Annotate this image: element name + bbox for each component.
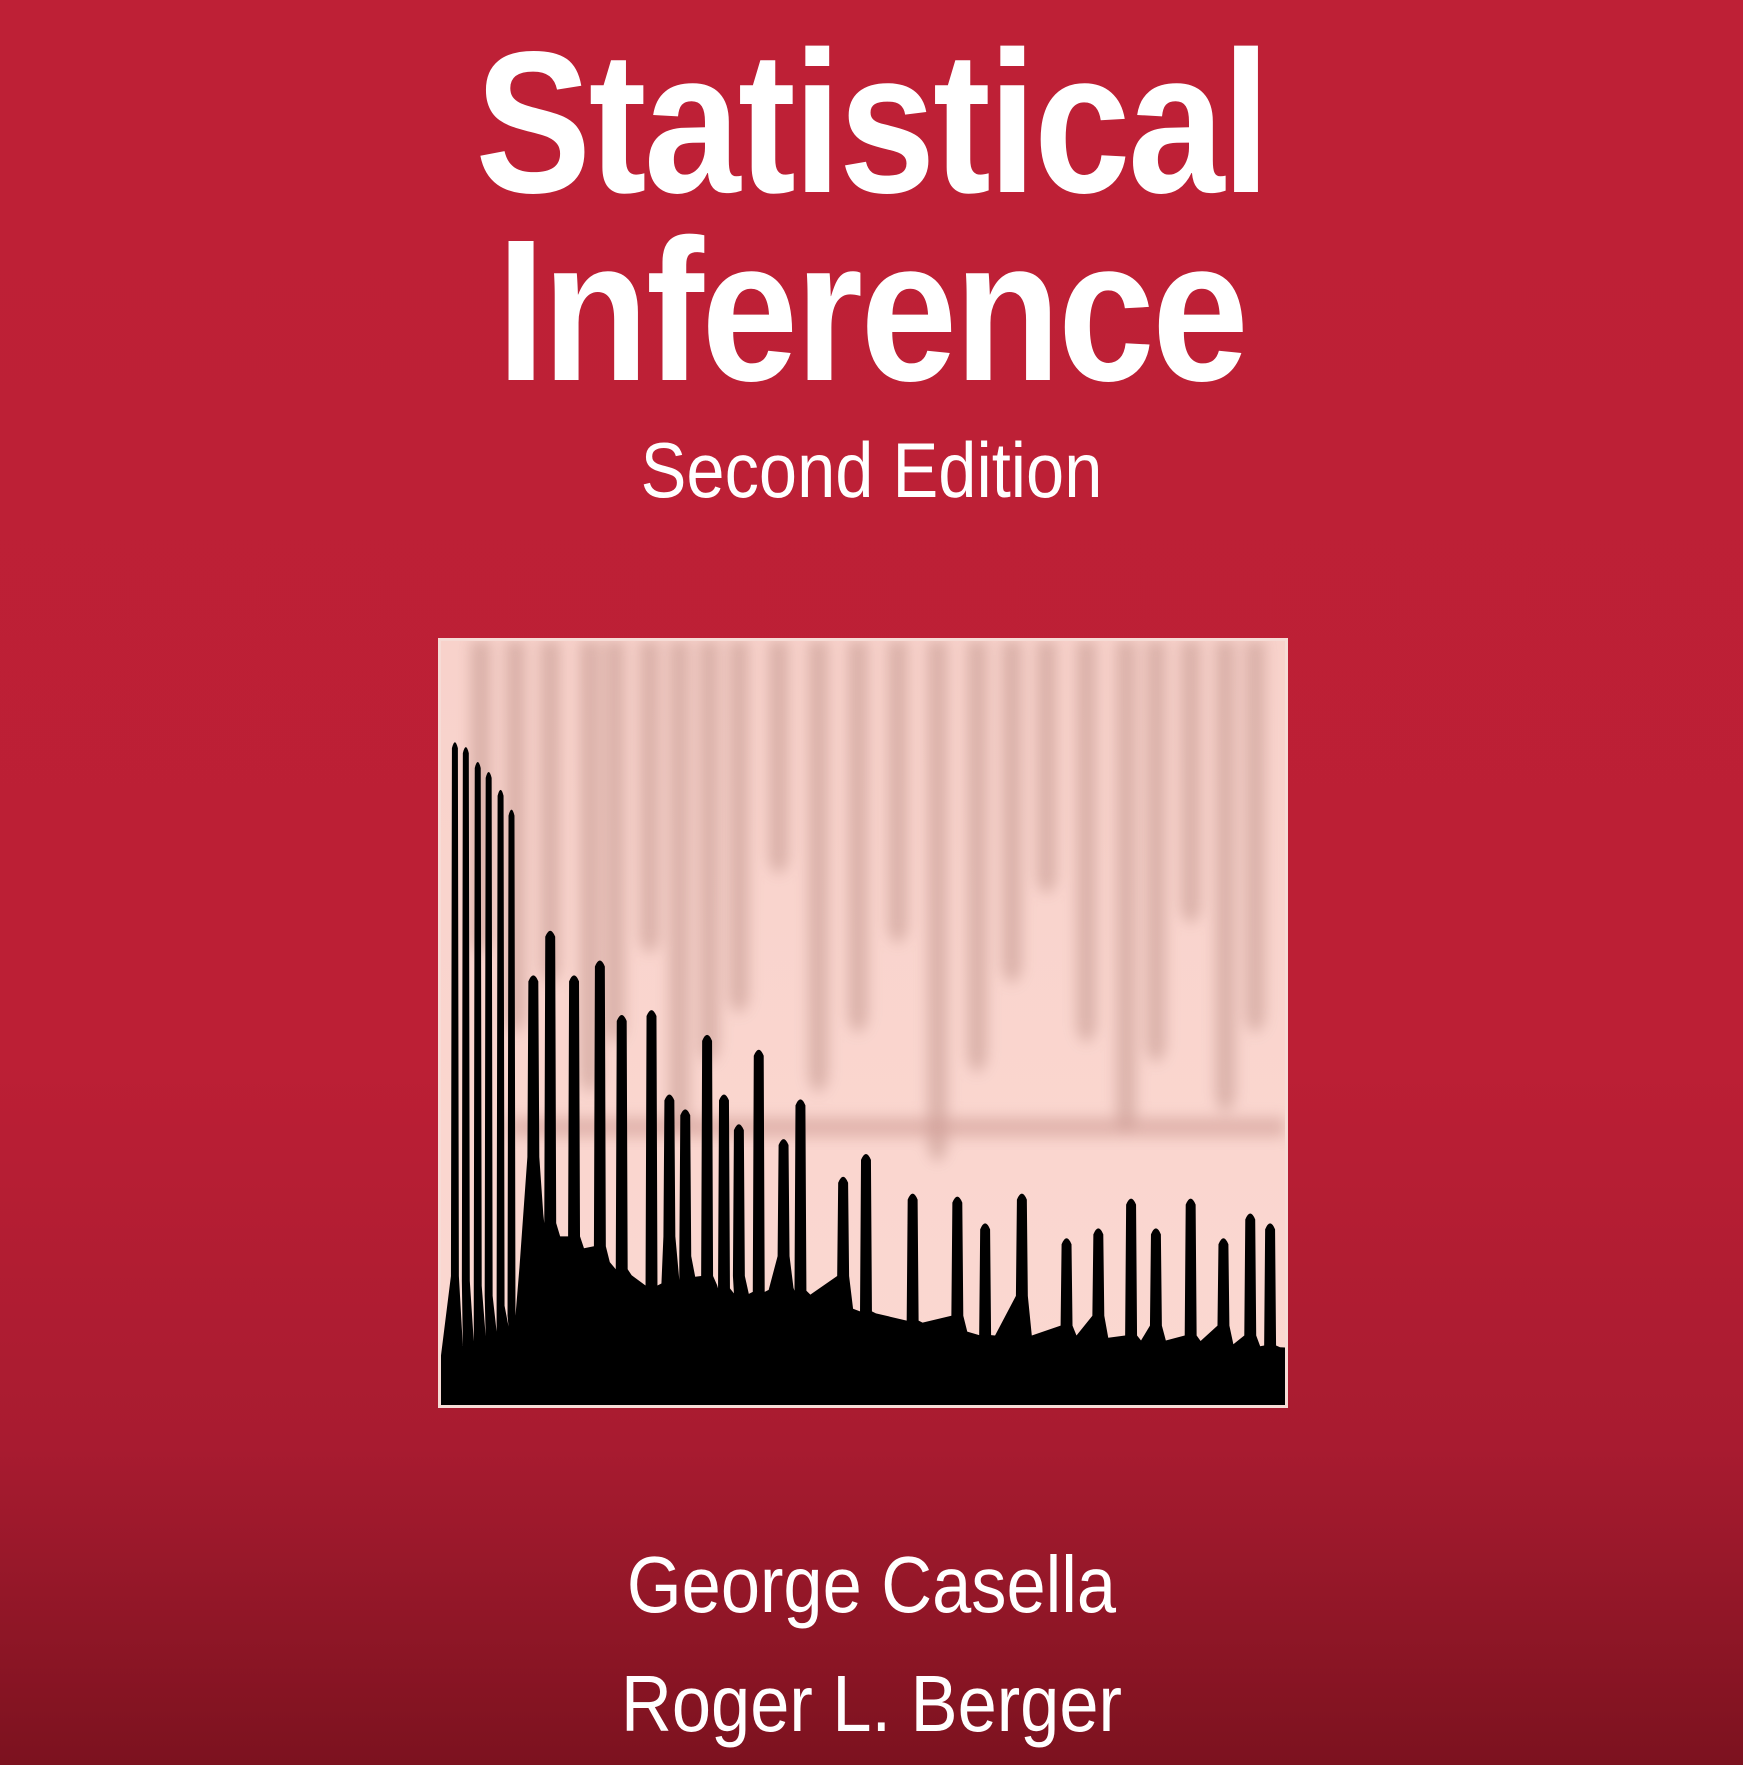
reflection-spike bbox=[1180, 641, 1201, 924]
title-line-1: Statistical bbox=[475, 9, 1270, 235]
reflection-spike bbox=[669, 641, 690, 1133]
blurred-reflection bbox=[470, 641, 1285, 1162]
reflection-spike bbox=[848, 641, 868, 1033]
reflection-spike bbox=[604, 641, 625, 1043]
reflection-spike bbox=[1116, 641, 1137, 1133]
reflection-spike bbox=[1002, 641, 1022, 984]
reflection-spike bbox=[1145, 641, 1166, 1063]
reflection-spike bbox=[808, 641, 829, 1093]
edition-label: Second Edition bbox=[640, 426, 1103, 514]
reflection-spike bbox=[768, 641, 789, 875]
reflection-spike bbox=[967, 641, 988, 1073]
reflection-spike bbox=[1036, 641, 1057, 895]
author-name-1: George Casella bbox=[626, 1540, 1117, 1629]
spike-silhouette-graphic bbox=[441, 641, 1285, 1405]
black-spike-silhouette bbox=[441, 742, 1285, 1405]
author-name-2: Roger L. Berger bbox=[621, 1659, 1122, 1748]
reflection-spike bbox=[1245, 641, 1266, 1033]
reflection-spike bbox=[699, 641, 720, 1063]
reflection-spike bbox=[927, 641, 948, 1162]
reflection-spike bbox=[728, 641, 749, 1014]
reflection-spike bbox=[639, 641, 660, 954]
reflection-spike bbox=[1076, 641, 1097, 1043]
title-line-2: Inference bbox=[496, 197, 1249, 423]
reflection-spike bbox=[1215, 641, 1236, 1113]
book-title: Statistical Inference bbox=[122, 9, 1621, 423]
reflection-spike bbox=[887, 641, 908, 944]
reflection-spike bbox=[540, 641, 561, 984]
cover-illustration bbox=[438, 638, 1288, 1408]
